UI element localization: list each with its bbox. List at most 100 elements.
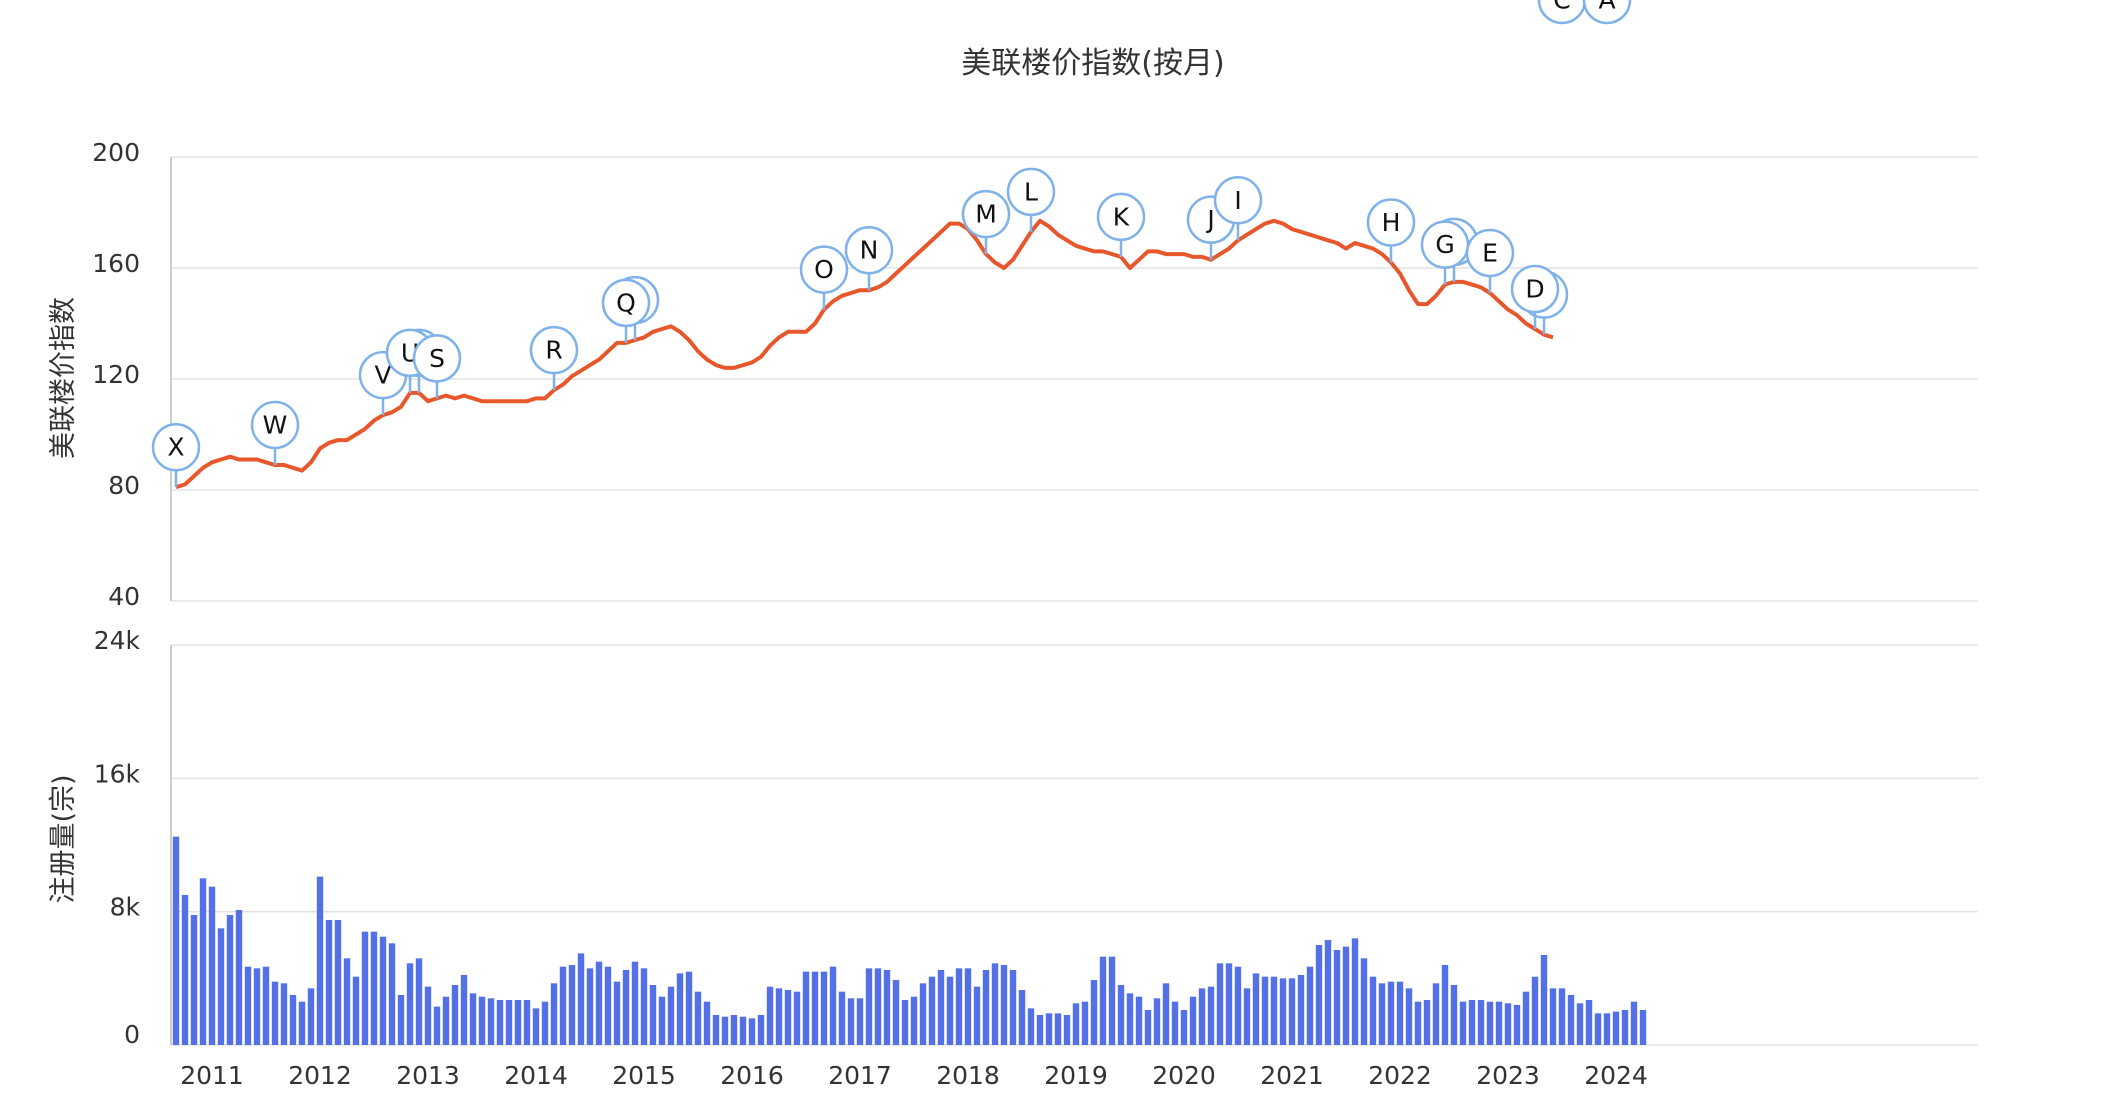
volume-bar	[748, 1018, 756, 1045]
volume-bar	[280, 983, 288, 1045]
marker-label: S	[429, 344, 445, 373]
volume-bar	[1234, 966, 1242, 1045]
volume-bar	[406, 963, 414, 1045]
volume-bar	[217, 928, 225, 1045]
volume-bar	[937, 970, 945, 1045]
x-tick-label: 2022	[1368, 1061, 1432, 1090]
volume-bar	[1243, 988, 1251, 1045]
marker-circle	[1096, 192, 1146, 242]
marker-pin: W	[250, 400, 300, 466]
volume-bar	[1387, 981, 1395, 1045]
marker-label: K	[1113, 202, 1130, 231]
x-tick-label: 2018	[936, 1061, 1000, 1090]
volume-bar	[892, 980, 900, 1045]
volume-bar	[1351, 938, 1359, 1045]
x-tick-label: 2013	[396, 1061, 460, 1090]
marker-pin: G	[1420, 220, 1470, 285]
volume-bar	[793, 991, 801, 1045]
volume-bar	[1342, 946, 1350, 1045]
volume-bar	[370, 931, 378, 1045]
volume-bar	[640, 968, 648, 1045]
volume-bar	[1594, 1013, 1602, 1045]
price-grid: 40 80 120 160 200	[92, 138, 1978, 611]
marker-label: H	[1382, 208, 1401, 237]
volume-bar	[1612, 1011, 1620, 1045]
price-y-tick: 40	[108, 582, 140, 611]
volume-bar	[1216, 963, 1224, 1045]
marker-label: O	[814, 255, 834, 284]
volume-bar	[757, 1015, 765, 1045]
marker-circle	[844, 225, 894, 275]
volume-bar	[1495, 1001, 1503, 1045]
volume-bar	[1459, 1001, 1467, 1045]
volume-bar	[181, 895, 189, 1045]
price-line-group	[175, 218, 1554, 490]
volume-bar	[667, 986, 675, 1045]
volume-bar	[478, 996, 486, 1045]
volume-bar	[991, 963, 999, 1045]
volume-bar	[928, 976, 936, 1045]
volume-bar	[1270, 976, 1278, 1045]
marker-circle	[250, 400, 300, 450]
volume-bar	[856, 998, 864, 1045]
volume-bar	[1333, 950, 1341, 1045]
chart-title: 美联楼价指数(按月)	[961, 46, 1224, 81]
volume-bars	[172, 836, 1647, 1045]
marker-circle	[529, 325, 579, 375]
volume-bar	[649, 985, 657, 1045]
volume-bar	[1279, 978, 1287, 1045]
volume-bar	[1180, 1010, 1188, 1045]
volume-bar	[487, 998, 495, 1045]
volume-bar	[1486, 1001, 1494, 1045]
volume-bar	[1153, 998, 1161, 1045]
marker-label: N	[860, 236, 879, 265]
marker-pin: C	[1537, 0, 1587, 25]
volume-bar	[1252, 973, 1260, 1045]
volume-bar	[208, 886, 216, 1045]
volume-bar	[946, 976, 954, 1045]
volume-bar	[172, 836, 180, 1045]
marker-label: V	[374, 361, 391, 390]
volume-bar	[1603, 1013, 1611, 1045]
volume-bar	[883, 970, 891, 1045]
volume-bar	[496, 1000, 504, 1045]
marker-label: G	[1435, 230, 1454, 259]
marker-label: I	[1234, 186, 1241, 215]
price-y-tick: 160	[92, 249, 140, 278]
volume-bar	[397, 995, 405, 1045]
volume-bar	[325, 920, 333, 1045]
volume-bar	[1522, 991, 1530, 1045]
marker-pin: D	[1510, 264, 1560, 330]
volume-bar	[658, 996, 666, 1045]
marker-pin: N	[844, 225, 894, 291]
marker-pin: M	[961, 189, 1011, 255]
marker-pin: E	[1465, 228, 1515, 293]
x-tick-label: 2014	[504, 1061, 568, 1090]
volume-bar	[307, 988, 315, 1045]
volume-bar	[1576, 1003, 1584, 1045]
marker-label: A	[1598, 0, 1615, 15]
marker-circle	[799, 245, 849, 294]
volume-bar	[190, 915, 198, 1045]
volume-bar	[1198, 988, 1206, 1045]
volume-y-tick: 16k	[94, 759, 141, 788]
volume-bar	[694, 991, 702, 1045]
volume-bar	[343, 958, 351, 1045]
volume-bar	[613, 981, 621, 1045]
marker-label: C	[1553, 0, 1570, 15]
marker-pin: Q	[601, 278, 651, 343]
price-y-tick: 120	[92, 360, 140, 389]
marker-label: J	[1205, 205, 1214, 234]
price-line	[175, 218, 1554, 490]
volume-bar	[334, 920, 342, 1045]
volume-bar	[811, 971, 819, 1045]
volume-bar	[829, 966, 837, 1045]
volume-bar	[424, 986, 432, 1045]
volume-y-axis-label: 注册量(宗)	[48, 774, 79, 903]
volume-bar	[802, 971, 810, 1045]
marker-circle	[412, 334, 462, 383]
volume-bar	[1450, 985, 1458, 1045]
x-tick-label: 2024	[1584, 1061, 1648, 1090]
volume-bar	[1585, 1000, 1593, 1045]
marker-pin: H	[1366, 198, 1416, 263]
